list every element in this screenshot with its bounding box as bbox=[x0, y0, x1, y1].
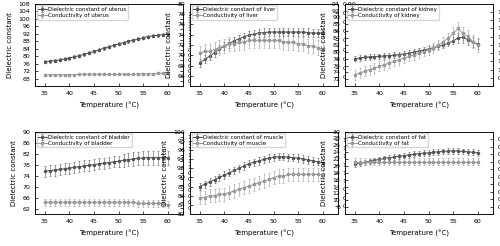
Y-axis label: Conductivity (S/m): Conductivity (S/m) bbox=[206, 140, 213, 205]
Y-axis label: Dielectric constant: Dielectric constant bbox=[7, 12, 13, 78]
Y-axis label: Conductivity (S/m): Conductivity (S/m) bbox=[362, 140, 368, 205]
Legend: Dielectric constant of muscle, Conductivity of muscle: Dielectric constant of muscle, Conductiv… bbox=[192, 133, 285, 147]
Y-axis label: Dielectric constant: Dielectric constant bbox=[162, 140, 168, 206]
Y-axis label: Conductivity (S/m): Conductivity (S/m) bbox=[203, 12, 209, 77]
Text: (e): (e) bbox=[196, 134, 205, 140]
Legend: Dielectric constant of liver, Conductivity of liver: Dielectric constant of liver, Conductivi… bbox=[192, 5, 278, 19]
Y-axis label: Conductivity (S/m): Conductivity (S/m) bbox=[362, 12, 368, 77]
Text: (b): (b) bbox=[196, 6, 205, 13]
Legend: Dielectric constant of fat, Conductivity of fat: Dielectric constant of fat, Conductivity… bbox=[346, 133, 428, 147]
Y-axis label: Dielectric constant: Dielectric constant bbox=[10, 140, 16, 206]
X-axis label: Temperature (°C): Temperature (°C) bbox=[79, 102, 139, 109]
X-axis label: Temperature (°C): Temperature (°C) bbox=[388, 230, 448, 237]
Y-axis label: Dielectric constant: Dielectric constant bbox=[320, 12, 326, 78]
Text: (a): (a) bbox=[41, 6, 50, 13]
X-axis label: Temperature (°C): Temperature (°C) bbox=[234, 230, 294, 237]
Text: (f): (f) bbox=[351, 134, 359, 140]
X-axis label: Temperature (°C): Temperature (°C) bbox=[234, 102, 294, 109]
X-axis label: Temperature (°C): Temperature (°C) bbox=[388, 102, 448, 109]
Y-axis label: Dielectric constant: Dielectric constant bbox=[320, 140, 326, 206]
Text: (d): (d) bbox=[41, 134, 51, 140]
Legend: Dielectric constant of bladder, Conductivity of bladder: Dielectric constant of bladder, Conducti… bbox=[36, 133, 132, 147]
X-axis label: Temperature (°C): Temperature (°C) bbox=[79, 230, 139, 237]
Text: (c): (c) bbox=[351, 6, 360, 13]
Y-axis label: Dielectric constant: Dielectric constant bbox=[166, 12, 172, 78]
Legend: Dielectric constant of kidney, Conductivity of kidney: Dielectric constant of kidney, Conductiv… bbox=[346, 5, 439, 19]
Legend: Dielectric constant of uterus, Conductivity of uterus: Dielectric constant of uterus, Conductiv… bbox=[36, 5, 128, 19]
